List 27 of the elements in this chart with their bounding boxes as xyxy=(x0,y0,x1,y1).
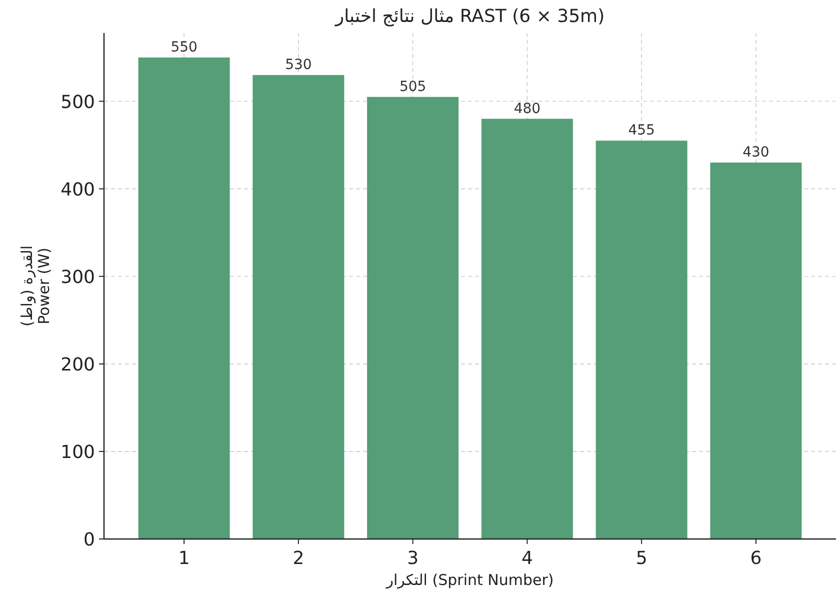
y-tick-label: 500 xyxy=(60,92,95,113)
data-label: 455 xyxy=(628,122,655,139)
bar xyxy=(138,58,230,539)
y-tick-label: 100 xyxy=(60,442,95,463)
data-label: 550 xyxy=(170,40,198,56)
y-tick-label: 300 xyxy=(60,266,95,288)
x-tick-label: 6 xyxy=(750,548,762,569)
x-tick-label: 1 xyxy=(178,548,190,569)
x-axis-title: التكرار (Sprint Number) xyxy=(385,571,554,589)
x-tick-label: 4 xyxy=(521,548,533,569)
bar xyxy=(367,96,459,539)
y-tick-label: 0 xyxy=(84,530,95,550)
data-label: 530 xyxy=(285,57,312,74)
data-label: 430 xyxy=(742,144,770,161)
x-tick-label: 3 xyxy=(407,548,419,569)
y-tick-label: 200 xyxy=(60,354,95,376)
bar xyxy=(481,118,573,539)
data-label: 480 xyxy=(514,100,541,117)
y-tick-label: 400 xyxy=(60,179,95,200)
x-tick-label: 5 xyxy=(636,548,648,569)
data-label: 505 xyxy=(399,78,426,95)
bar xyxy=(596,140,688,539)
y-axis-title: القدرة (واط) Power (W) xyxy=(18,244,53,329)
x-tick-label: 2 xyxy=(292,548,304,569)
chart-title: مثال نتائج اختبار RAST (6 × 35m) xyxy=(334,6,605,27)
bar xyxy=(710,162,802,539)
bar xyxy=(252,75,344,539)
